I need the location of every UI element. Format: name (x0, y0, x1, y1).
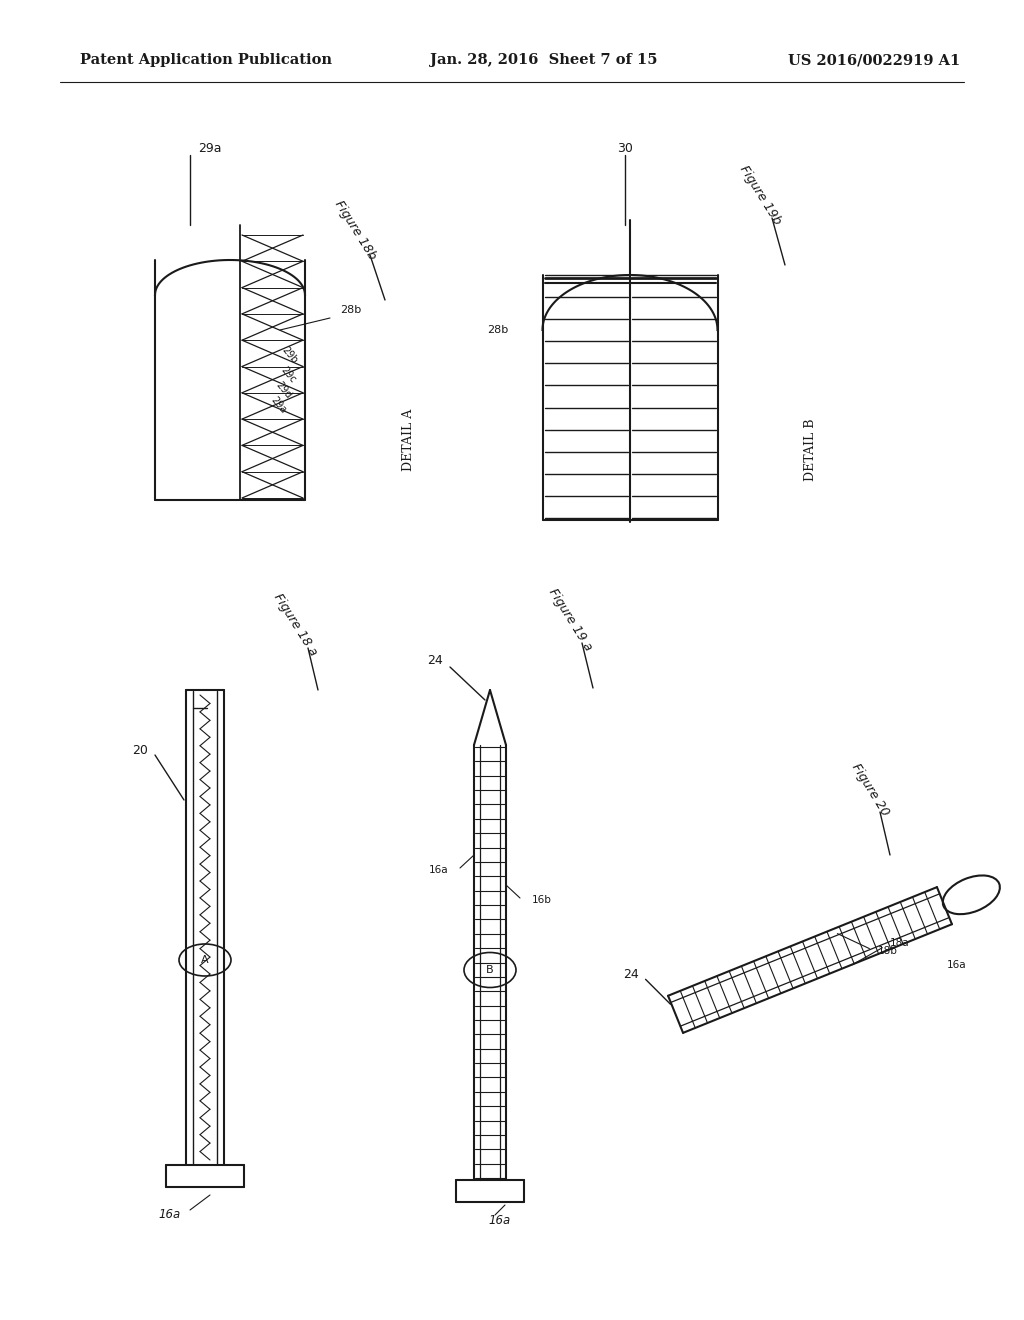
Text: Figure 18b: Figure 18b (332, 198, 378, 261)
Text: Figure 19 a: Figure 19 a (546, 586, 594, 653)
Text: 29d: 29d (273, 380, 293, 400)
Text: 18a: 18a (890, 937, 909, 948)
Text: 29a: 29a (198, 141, 221, 154)
Text: US 2016/0022919 A1: US 2016/0022919 A1 (787, 53, 961, 67)
Text: DETAIL A: DETAIL A (401, 409, 415, 471)
Text: 20: 20 (132, 743, 147, 756)
Text: 16a: 16a (159, 1209, 181, 1221)
Text: 16a: 16a (946, 960, 966, 970)
Text: Patent Application Publication: Patent Application Publication (80, 53, 332, 67)
Text: 28b: 28b (487, 325, 508, 335)
Text: 30: 30 (617, 141, 633, 154)
Text: 29a: 29a (268, 395, 288, 416)
Text: 16a: 16a (488, 1213, 511, 1226)
Text: 28b: 28b (340, 305, 361, 315)
Text: DETAIL B: DETAIL B (804, 418, 816, 482)
Text: Figure 18 a: Figure 18 a (270, 591, 319, 659)
Text: B: B (486, 965, 494, 975)
Text: 16b: 16b (532, 895, 552, 906)
Text: A: A (201, 954, 209, 965)
Text: Jan. 28, 2016  Sheet 7 of 15: Jan. 28, 2016 Sheet 7 of 15 (430, 53, 657, 67)
Text: Figure 19b: Figure 19b (736, 164, 783, 227)
Text: 16a: 16a (428, 865, 449, 875)
Text: Figure 20: Figure 20 (849, 762, 891, 818)
Text: 29b: 29b (281, 345, 300, 366)
Text: 24: 24 (427, 653, 442, 667)
Text: 18b: 18b (878, 945, 897, 956)
Text: 29c: 29c (279, 366, 298, 385)
Text: 24: 24 (623, 968, 638, 981)
